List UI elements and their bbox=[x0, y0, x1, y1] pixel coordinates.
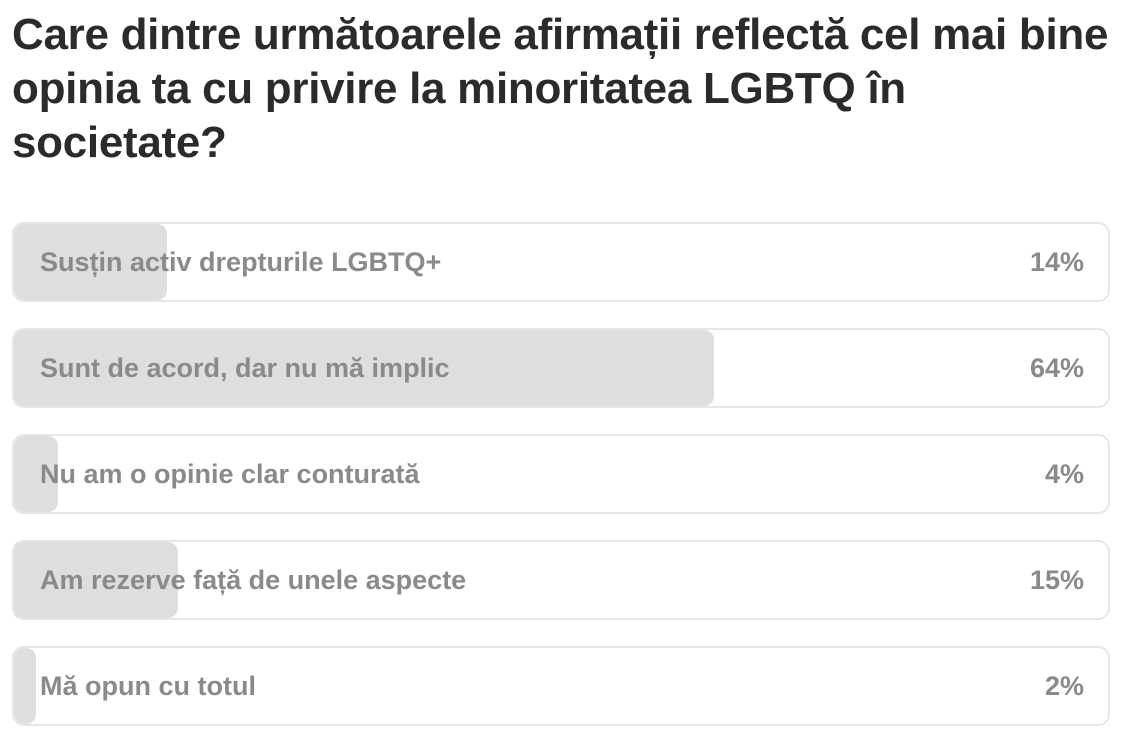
poll-option-percent: 2% bbox=[1044, 671, 1084, 701]
poll-option-percent: 15% bbox=[1029, 565, 1084, 595]
poll-option-result-bar bbox=[14, 330, 715, 406]
poll-card: Care dintre următoarele afirmații reflec… bbox=[12, 0, 1110, 726]
poll-option-percent: 4% bbox=[1044, 459, 1084, 489]
poll-option-label: Nu am o opinie clar conturată bbox=[40, 459, 420, 489]
poll-question: Care dintre următoarele afirmații reflec… bbox=[12, 10, 1109, 167]
poll-option-label: Mă opun cu totul bbox=[40, 671, 256, 701]
poll-option-some-reservations[interactable]: Am rezerve față de unele aspecte 15% bbox=[12, 540, 1110, 620]
poll-option-support-actively[interactable]: Susțin activ drepturile LGBTQ+ 14% bbox=[12, 222, 1110, 302]
poll-option-result-bar bbox=[14, 436, 58, 512]
poll-options: Susțin activ drepturile LGBTQ+ 14% Sunt … bbox=[12, 222, 1110, 752]
poll-option-fully-oppose[interactable]: Mă opun cu totul 2% bbox=[12, 646, 1110, 726]
poll-option-result-bar bbox=[14, 542, 179, 618]
poll-option-agree-not-involved[interactable]: Sunt de acord, dar nu mă implic 64% bbox=[12, 328, 1110, 408]
poll-option-label: Am rezerve față de unele aspecte bbox=[40, 565, 467, 595]
poll-option-label: Sunt de acord, dar nu mă implic bbox=[40, 353, 450, 383]
poll-option-label: Susțin activ drepturile LGBTQ+ bbox=[40, 247, 442, 277]
poll-option-no-clear-opinion[interactable]: Nu am o opinie clar conturată 4% bbox=[12, 434, 1110, 514]
poll-option-result-bar bbox=[14, 224, 168, 300]
poll-option-percent: 64% bbox=[1029, 353, 1084, 383]
poll-option-result-bar bbox=[14, 648, 36, 724]
poll-option-percent: 14% bbox=[1029, 247, 1084, 277]
